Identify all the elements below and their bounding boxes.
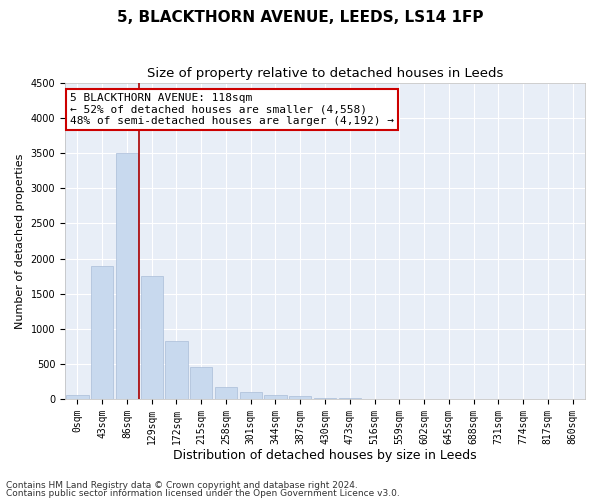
X-axis label: Distribution of detached houses by size in Leeds: Distribution of detached houses by size …	[173, 450, 477, 462]
Text: 5 BLACKTHORN AVENUE: 118sqm
← 52% of detached houses are smaller (4,558)
48% of : 5 BLACKTHORN AVENUE: 118sqm ← 52% of det…	[70, 92, 394, 126]
Text: 5, BLACKTHORN AVENUE, LEEDS, LS14 1FP: 5, BLACKTHORN AVENUE, LEEDS, LS14 1FP	[117, 10, 483, 25]
Bar	[190, 368, 212, 399]
Text: Contains public sector information licensed under the Open Government Licence v3: Contains public sector information licen…	[6, 488, 400, 498]
Bar	[338, 398, 361, 399]
Bar	[140, 276, 163, 399]
Bar	[91, 266, 113, 399]
Bar	[166, 342, 188, 399]
Bar	[239, 392, 262, 399]
Bar	[66, 396, 89, 399]
Bar	[265, 395, 287, 399]
Bar	[289, 396, 311, 399]
Title: Size of property relative to detached houses in Leeds: Size of property relative to detached ho…	[147, 68, 503, 80]
Text: Contains HM Land Registry data © Crown copyright and database right 2024.: Contains HM Land Registry data © Crown c…	[6, 481, 358, 490]
Y-axis label: Number of detached properties: Number of detached properties	[15, 154, 25, 328]
Bar	[314, 398, 336, 399]
Bar	[116, 154, 138, 399]
Bar	[215, 387, 237, 399]
